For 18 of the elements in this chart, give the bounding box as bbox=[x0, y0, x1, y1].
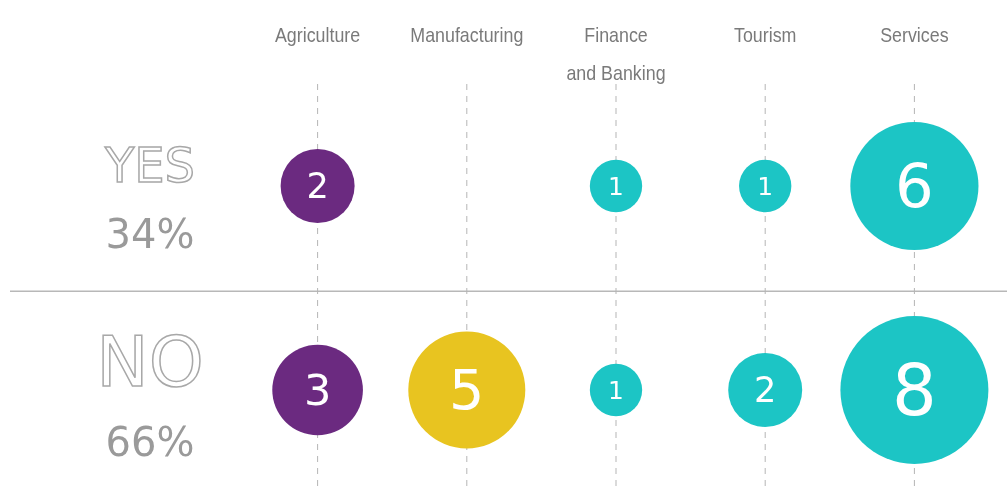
category-label: Manufacturing bbox=[410, 22, 524, 47]
data-label: 2 bbox=[754, 369, 777, 411]
category-label: Services bbox=[880, 22, 949, 47]
data-label: 6 bbox=[895, 150, 934, 222]
data-label: 1 bbox=[757, 171, 774, 201]
category-label: Finance and Banking bbox=[566, 22, 666, 85]
series-label: NO bbox=[96, 321, 204, 403]
category-label: Tourism bbox=[733, 22, 797, 47]
category-label: Agriculture bbox=[274, 22, 361, 47]
data-label: 3 bbox=[303, 365, 332, 416]
data-label: 2 bbox=[306, 165, 329, 207]
data-label: 8 bbox=[892, 349, 937, 432]
text: 34% bbox=[105, 211, 195, 257]
series-label: YES bbox=[103, 137, 196, 193]
text: 66% bbox=[105, 419, 195, 465]
data-label: 1 bbox=[608, 375, 624, 405]
data-label: 5 bbox=[449, 357, 485, 423]
data-label: 1 bbox=[608, 171, 624, 201]
